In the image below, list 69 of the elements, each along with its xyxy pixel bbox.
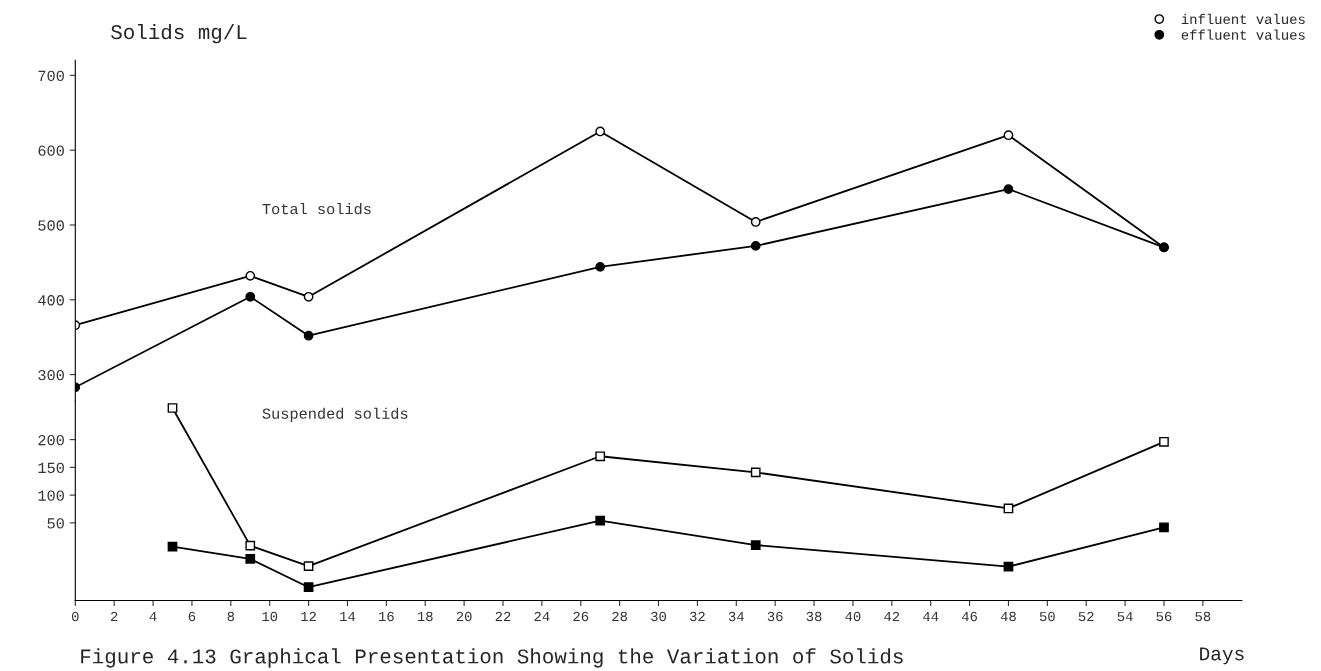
point [167, 541, 178, 552]
annotation: Total solids [262, 203, 371, 215]
x-tick-label: 50 [1039, 611, 1055, 622]
annotation: Suspended solids [262, 407, 408, 422]
x-tick-label: 54 [1117, 611, 1133, 622]
x-tick-label: 58 [1195, 611, 1211, 622]
y-tick-label: 300 [38, 369, 64, 381]
x-tick-label: 34 [728, 611, 744, 622]
point [750, 467, 761, 478]
x-tick-label: 12 [301, 611, 316, 622]
point [245, 540, 256, 551]
x-tick-label: 6 [188, 611, 196, 622]
point [245, 270, 256, 281]
point [750, 241, 761, 251]
x-tick-label: 24 [534, 611, 550, 622]
legend-label: influent values [1181, 13, 1305, 25]
x-tick-label: 8 [227, 611, 235, 622]
x-tick-label: 4 [149, 611, 157, 622]
y-tick-label: 600 [38, 145, 64, 156]
point [595, 515, 606, 526]
point [750, 540, 761, 550]
x-tick-label: 40 [845, 611, 861, 622]
legend-label: effluent values [1181, 29, 1305, 40]
y-tick-label: 150 [38, 462, 64, 474]
x-tick-label: 30 [651, 611, 666, 622]
y-tick-label: 700 [38, 70, 64, 82]
point [1003, 561, 1014, 572]
point [750, 217, 761, 227]
x-tick-label: 56 [1156, 611, 1172, 622]
point [595, 451, 606, 462]
x-tick-label: 14 [340, 611, 356, 622]
point [1003, 130, 1014, 141]
x-axis-title: Days [1200, 647, 1244, 665]
x-tick-label: 20 [456, 611, 472, 622]
y-axis-title: Solids mg/L [111, 23, 247, 44]
x-tick-label: 36 [767, 611, 783, 622]
x-tick-label: 42 [884, 611, 900, 622]
point [303, 291, 314, 302]
point [303, 330, 314, 341]
point [245, 554, 256, 564]
x-tick-label: 22 [495, 611, 511, 622]
x-tick-label: 10 [262, 611, 278, 622]
x-tick-label: 0 [71, 611, 79, 622]
caption: Figure 4.13 Graphical Presentation Showing the Variation of Solids [81, 648, 903, 668]
y-tick-label: 100 [38, 490, 64, 501]
x-tick-label: 18 [417, 611, 433, 622]
x-tick-label: 44 [923, 611, 939, 622]
x-tick-label: 16 [379, 611, 394, 622]
x-tick-label: 38 [806, 611, 822, 622]
x-tick-label: 46 [961, 611, 977, 622]
x-tick-label: 52 [1078, 611, 1094, 622]
point [1159, 436, 1169, 447]
point [167, 403, 178, 413]
point [303, 582, 314, 593]
x-tick-label: 2 [110, 611, 118, 622]
point [1159, 522, 1169, 533]
x-tick-label: 48 [1000, 611, 1016, 622]
x-tick-label: 26 [573, 611, 589, 622]
x-tick-label: 28 [612, 611, 628, 622]
point [245, 291, 256, 302]
y-tick-label: 50 [47, 518, 64, 529]
y-tick-label: 500 [38, 220, 64, 231]
point [1003, 184, 1014, 194]
x-tick-label: 32 [689, 611, 705, 622]
point [303, 561, 314, 572]
point [595, 126, 606, 137]
y-tick-label: 400 [38, 295, 64, 306]
point [595, 262, 606, 272]
y-tick-label: 200 [38, 434, 64, 446]
